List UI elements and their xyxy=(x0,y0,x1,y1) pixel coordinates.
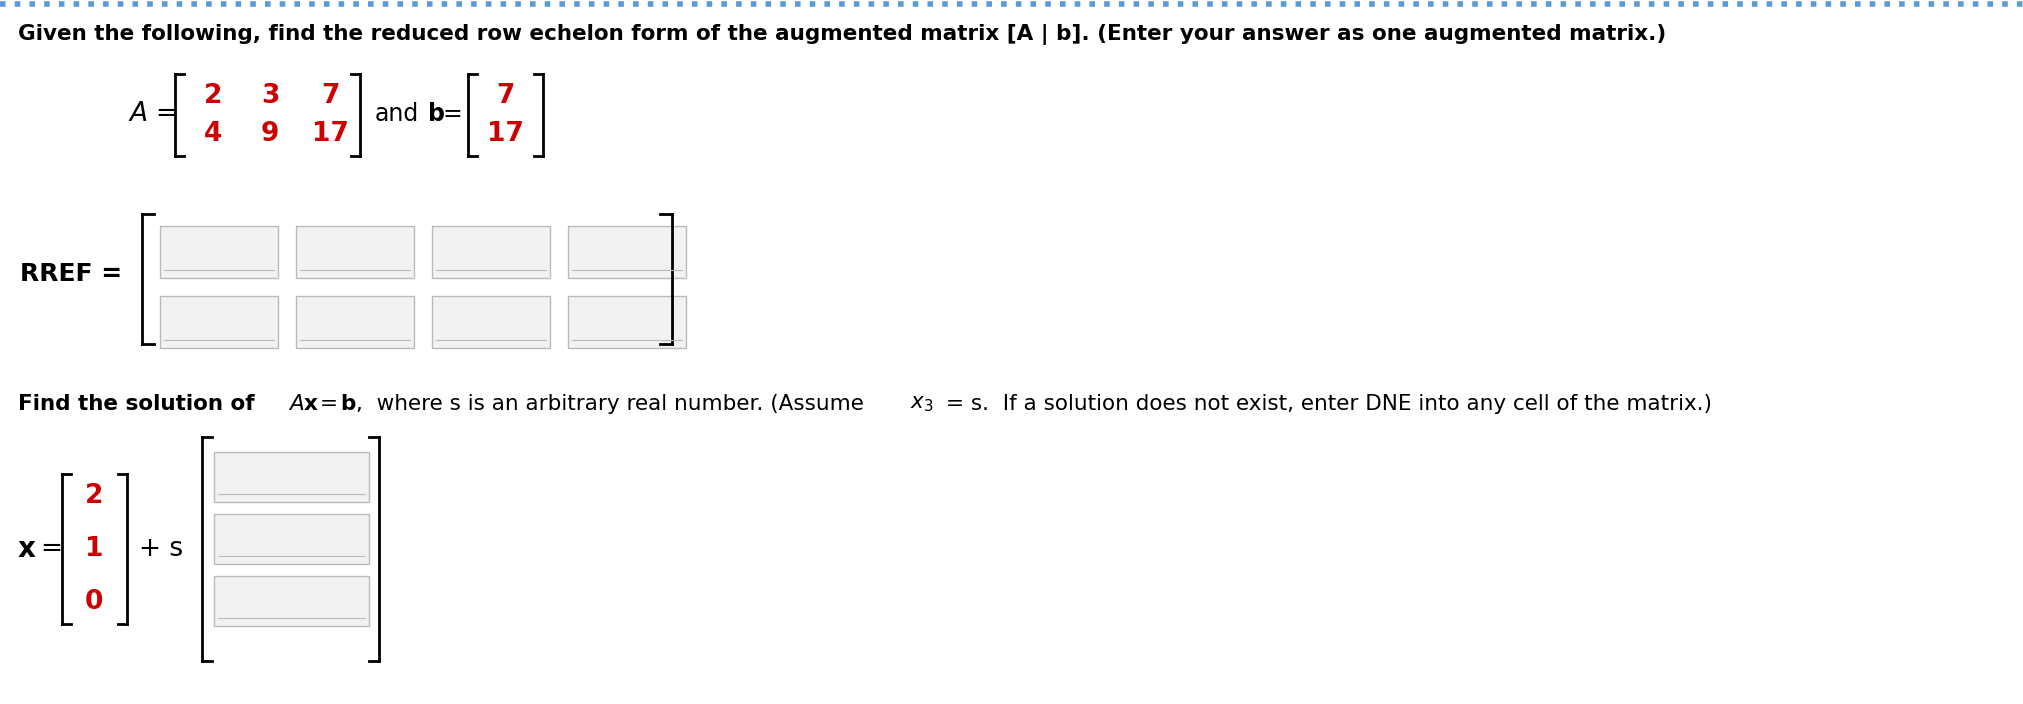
FancyBboxPatch shape xyxy=(160,296,277,348)
Text: 17: 17 xyxy=(312,121,348,147)
Text: = s.  If a solution does not exist, enter DNE into any cell of the matrix.): = s. If a solution does not exist, enter… xyxy=(945,394,1711,414)
Text: 2: 2 xyxy=(204,83,223,109)
Text: b: b xyxy=(427,102,445,126)
FancyBboxPatch shape xyxy=(568,296,686,348)
FancyBboxPatch shape xyxy=(214,452,368,502)
Text: =: = xyxy=(443,102,463,126)
Text: 1: 1 xyxy=(85,536,103,562)
Text: Find the solution of: Find the solution of xyxy=(18,394,255,414)
Text: 17: 17 xyxy=(486,121,524,147)
Text: ,  where s is an arbitrary real number. (Assume: , where s is an arbitrary real number. (… xyxy=(356,394,864,414)
Text: 2: 2 xyxy=(85,483,103,509)
FancyBboxPatch shape xyxy=(295,226,415,278)
Text: x: x xyxy=(303,394,318,414)
Text: 0: 0 xyxy=(85,589,103,615)
Text: 3: 3 xyxy=(261,83,279,109)
Text: 7: 7 xyxy=(496,83,514,109)
FancyBboxPatch shape xyxy=(214,576,368,626)
Text: =: = xyxy=(320,394,338,414)
Text: and: and xyxy=(374,102,419,126)
FancyBboxPatch shape xyxy=(214,514,368,564)
FancyBboxPatch shape xyxy=(431,226,550,278)
Text: 9: 9 xyxy=(261,121,279,147)
FancyBboxPatch shape xyxy=(295,296,415,348)
Text: RREF =: RREF = xyxy=(20,262,121,286)
FancyBboxPatch shape xyxy=(160,226,277,278)
Text: =: = xyxy=(156,101,176,127)
Text: Given the following, find the reduced row echelon form of the augmented matrix [: Given the following, find the reduced ro… xyxy=(18,24,1665,45)
Text: =: = xyxy=(40,536,63,562)
Text: $A$: $A$ xyxy=(127,101,148,127)
Text: 4: 4 xyxy=(204,121,223,147)
Text: 7: 7 xyxy=(322,83,340,109)
Text: x: x xyxy=(18,535,36,563)
Text: $x_3$: $x_3$ xyxy=(910,394,933,414)
FancyBboxPatch shape xyxy=(568,226,686,278)
FancyBboxPatch shape xyxy=(431,296,550,348)
Text: $A$: $A$ xyxy=(287,394,303,414)
Text: + s: + s xyxy=(140,536,182,562)
Text: b: b xyxy=(340,394,356,414)
